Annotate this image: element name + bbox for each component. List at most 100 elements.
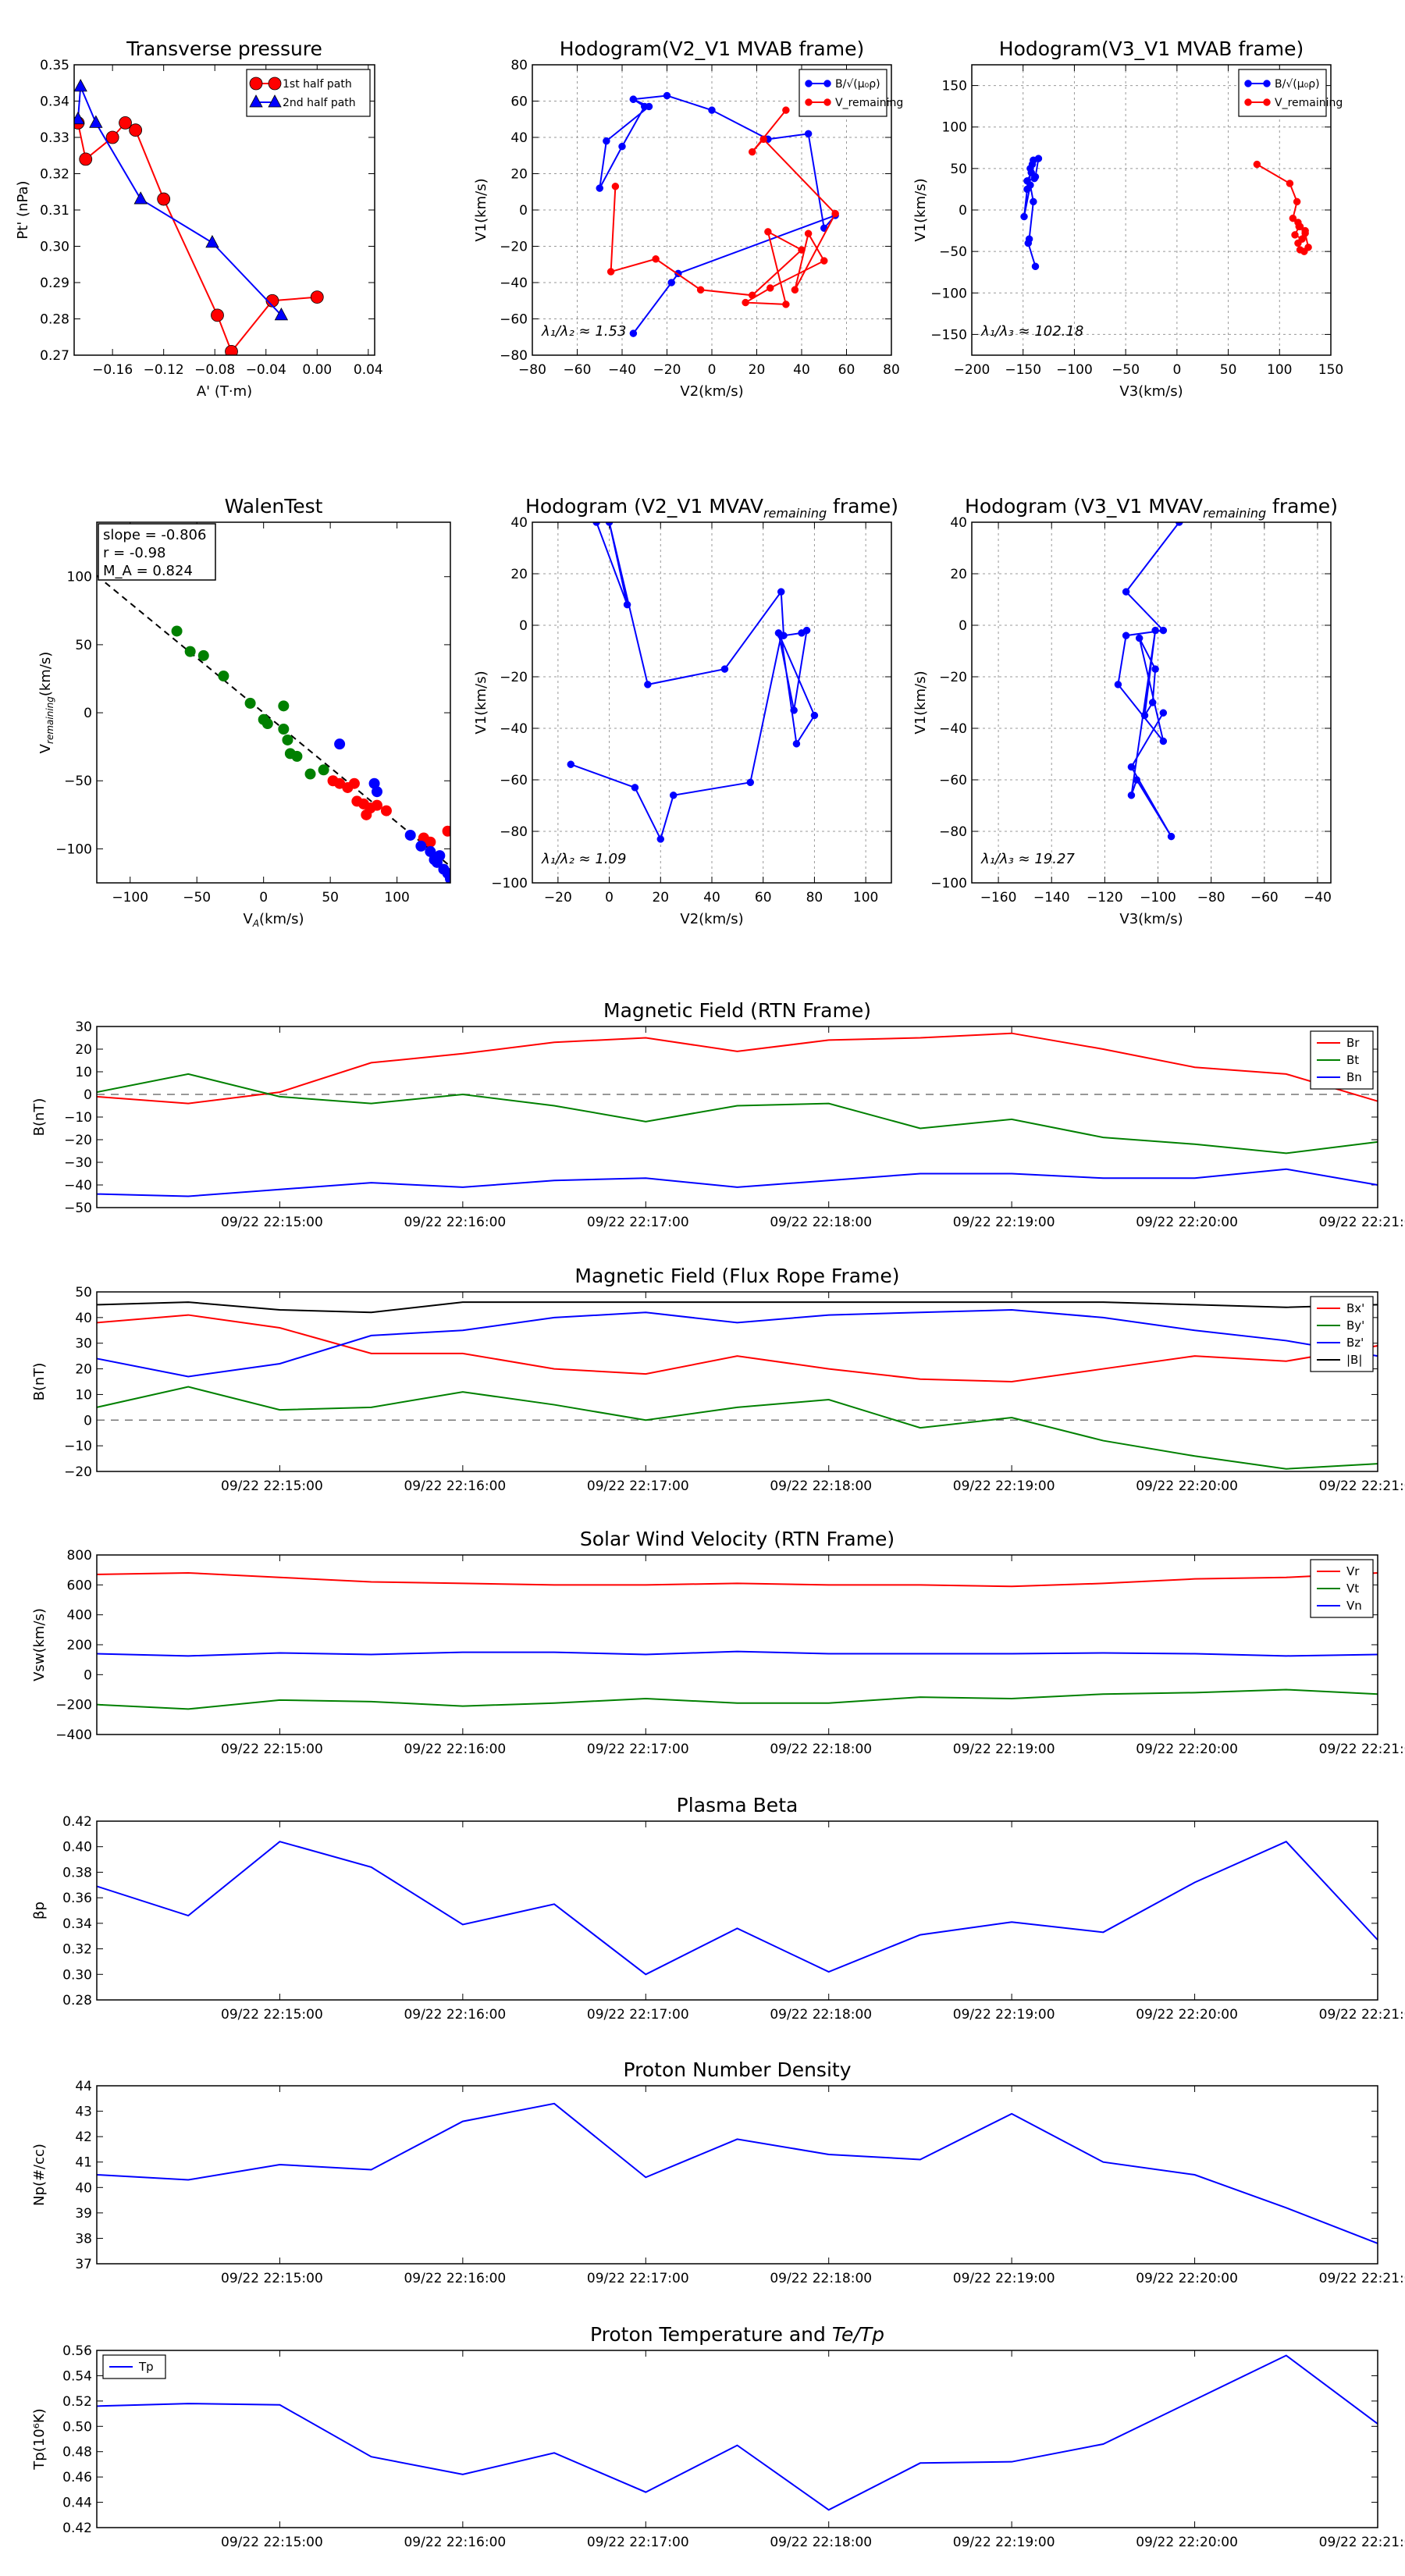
x-tick-label: 09/22 22:18:00 xyxy=(770,1215,872,1230)
x-tick-label: 09/22 22:18:00 xyxy=(770,2007,872,2023)
y-tick-label: 37 xyxy=(75,2257,92,2272)
axes-frame xyxy=(73,64,375,356)
scatter-point xyxy=(445,873,450,883)
x-tick-label: −20 xyxy=(544,890,572,906)
data-point xyxy=(629,329,638,337)
x-tick-label: 09/22 22:21:00 xyxy=(1319,1215,1405,1230)
x-tick-label: 09/22 22:21:00 xyxy=(1319,1478,1405,1494)
scatter-point xyxy=(415,840,427,852)
series-line xyxy=(96,1168,1378,1197)
y-tick-label: 150 xyxy=(942,79,967,94)
data-point xyxy=(749,148,756,156)
y-tick-label: 20 xyxy=(950,567,967,582)
x-tick-label: 40 xyxy=(703,890,720,906)
y-axis-label: V1(km/s) xyxy=(912,178,929,241)
y-tick-label: −20 xyxy=(500,240,528,255)
x-tick-label: −40 xyxy=(1304,890,1332,906)
chart-hodogram-v3v1-mvav: Hodogram (V3_V1 MVAVremaining frame) −160… xyxy=(912,495,1338,927)
scatter-point xyxy=(218,671,229,682)
y-tick-label: 100 xyxy=(67,570,92,585)
scatter-point xyxy=(291,750,303,762)
data-point xyxy=(1135,634,1144,642)
y-tick-label: 50 xyxy=(75,638,92,653)
plot-area xyxy=(97,575,450,883)
scatter-point xyxy=(425,845,436,857)
x-tick-label: 09/22 22:20:00 xyxy=(1136,2007,1238,2023)
y-tick-label: 40 xyxy=(510,130,528,146)
data-point xyxy=(205,235,219,248)
chart-title: Transverse pressure xyxy=(126,37,322,60)
chart-proton-density: Proton Number Density 09/22 22:15:00 09/22… xyxy=(31,2058,1405,2286)
y-tick-label: 30 xyxy=(75,1336,92,1352)
legend-label: Bx' xyxy=(1346,1301,1364,1315)
data-point xyxy=(1122,588,1130,596)
data-point xyxy=(79,152,93,166)
legend-box xyxy=(799,69,887,117)
chart-hodogram-v2v1-mvav: Hodogram (V2_V1 MVAVremaining frame) −20 0… xyxy=(473,495,898,927)
data-point xyxy=(720,665,729,673)
x-tick-label: 09/22 22:16:00 xyxy=(404,1478,506,1494)
data-point xyxy=(1289,214,1297,222)
y-tick-label: 0.40 xyxy=(62,1840,92,1856)
y-tick-label: 43 xyxy=(75,2105,92,2120)
data-point xyxy=(631,784,639,792)
data-point xyxy=(1030,174,1038,183)
scatter-point xyxy=(278,700,290,712)
y-tick-label: 0.42 xyxy=(62,2521,92,2536)
x-tick-label: −80 xyxy=(1197,890,1225,906)
x-tick-label: 09/22 22:21:00 xyxy=(1319,2535,1405,2550)
axes-frame xyxy=(971,64,1332,356)
axes-frame xyxy=(96,2350,1378,2528)
plot-area xyxy=(567,522,819,843)
legend-label: B/√(μ₀ρ) xyxy=(835,78,880,91)
x-tick-label: 09/22 22:20:00 xyxy=(1136,1742,1238,1757)
x-tick-label: 09/22 22:15:00 xyxy=(221,1215,323,1230)
data-point xyxy=(157,192,171,206)
data-point xyxy=(1151,665,1159,673)
eigen-ratio-label: λ₁/λ₃ ≈ 102.18 xyxy=(980,323,1083,340)
data-point xyxy=(1151,626,1159,635)
x-tick-label: 80 xyxy=(806,890,823,906)
x-tick-label: −50 xyxy=(183,890,211,906)
x-tick-label: 09/22 22:17:00 xyxy=(587,1742,689,1757)
legend-box xyxy=(246,69,371,117)
chart-walen-test: WalenTest −100 −50 0 50 100 −100 −50 0 50 100 VA(km… xyxy=(37,495,451,929)
y-tick-label: 0.28 xyxy=(62,1993,92,2008)
x-tick-label: 09/22 22:15:00 xyxy=(221,1478,323,1494)
legend-marker xyxy=(268,94,282,108)
legend-label: V_remaining xyxy=(1275,97,1343,109)
x-tick-label: 50 xyxy=(322,890,339,906)
series-line xyxy=(96,1650,1378,1657)
x-tick-label: 09/22 22:20:00 xyxy=(1136,1478,1238,1494)
data-point xyxy=(1286,180,1294,187)
data-point xyxy=(708,106,716,114)
x-tick-label: 0 xyxy=(708,362,717,378)
x-tick-label: −140 xyxy=(1033,890,1070,906)
scatter-point xyxy=(442,825,450,837)
chart-title: Magnetic Field (RTN Frame) xyxy=(603,999,871,1022)
series-line xyxy=(96,2102,1378,2244)
x-tick-label: −200 xyxy=(954,362,991,378)
x-tick-label: 20 xyxy=(652,890,669,906)
data-point xyxy=(1294,239,1302,247)
legend-box xyxy=(1238,69,1327,117)
x-tick-label: 09/22 22:17:00 xyxy=(587,2535,689,2550)
legend-label: Vr xyxy=(1346,1564,1360,1578)
y-tick-label: 0.34 xyxy=(40,94,69,110)
chart-hodogram-v2v1-mvab: Hodogram(V2_V1 MVAB frame) −80 −60 −40 −20 0 2… xyxy=(473,37,903,400)
y-tick-label: 0.38 xyxy=(62,1865,92,1880)
x-axis-label: V2(km/s) xyxy=(680,911,743,927)
scatter-point xyxy=(282,734,293,745)
x-axis-label: VA(km/s) xyxy=(244,911,304,929)
legend-label: V_remaining xyxy=(835,97,903,109)
y-tick-label: 20 xyxy=(510,167,528,183)
x-tick-label: −50 xyxy=(1112,362,1140,378)
data-point xyxy=(603,137,610,145)
data-point xyxy=(790,706,798,714)
series-line xyxy=(96,1386,1378,1470)
series-line xyxy=(76,86,283,316)
y-tick-label: −20 xyxy=(500,670,528,685)
y-tick-label: −40 xyxy=(500,721,528,737)
chart-title: Hodogram (V2_V1 MVAVremaining frame) xyxy=(525,495,898,521)
y-axis-label: βp xyxy=(31,1902,48,1920)
